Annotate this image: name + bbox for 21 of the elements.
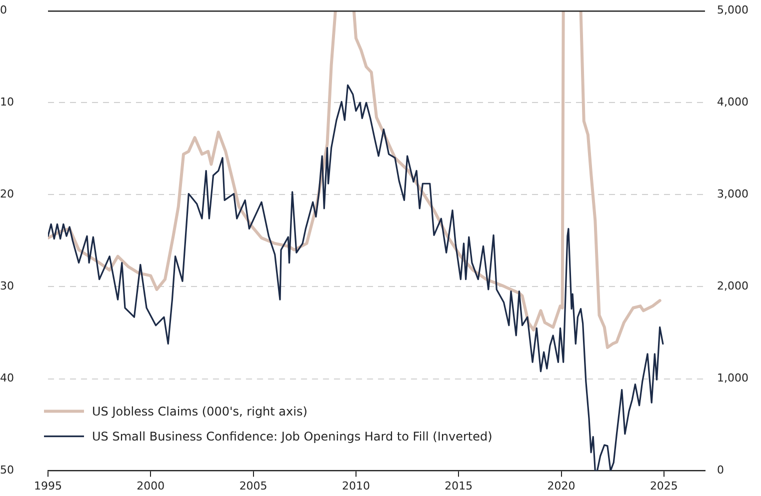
y2-tick-label: 5,000 <box>717 3 748 16</box>
y2-tick-label: 1,000 <box>717 372 748 385</box>
legend-label: US Small Business Confidence: Job Openings Hard to Fill (Inverted) <box>92 429 492 444</box>
y-tick-label: 40 <box>0 372 14 385</box>
x-tick-label: 2025 <box>650 479 678 492</box>
y2-tick-label: 3,000 <box>717 188 748 201</box>
y-tick-label: 30 <box>0 280 14 293</box>
y2-tick-label: 0 <box>717 464 724 477</box>
x-tick-label: 2000 <box>136 479 165 492</box>
y-tick-label: 0 <box>0 3 7 16</box>
x-tick-label: 1995 <box>34 479 62 492</box>
y-tick-label: 20 <box>0 188 14 201</box>
legend-label: US Jobless Claims (000's, right axis) <box>92 404 308 418</box>
x-tick-label: 2020 <box>547 479 576 492</box>
y2-tick-label: 4,000 <box>717 96 748 108</box>
y-tick-label: 10 <box>0 96 14 108</box>
y-tick-label: 50 <box>0 464 14 477</box>
x-tick-label: 2010 <box>342 479 370 492</box>
x-tick-label: 2005 <box>239 479 268 492</box>
x-tick-label: 2015 <box>444 479 473 492</box>
y2-tick-label: 2,000 <box>717 280 748 293</box>
